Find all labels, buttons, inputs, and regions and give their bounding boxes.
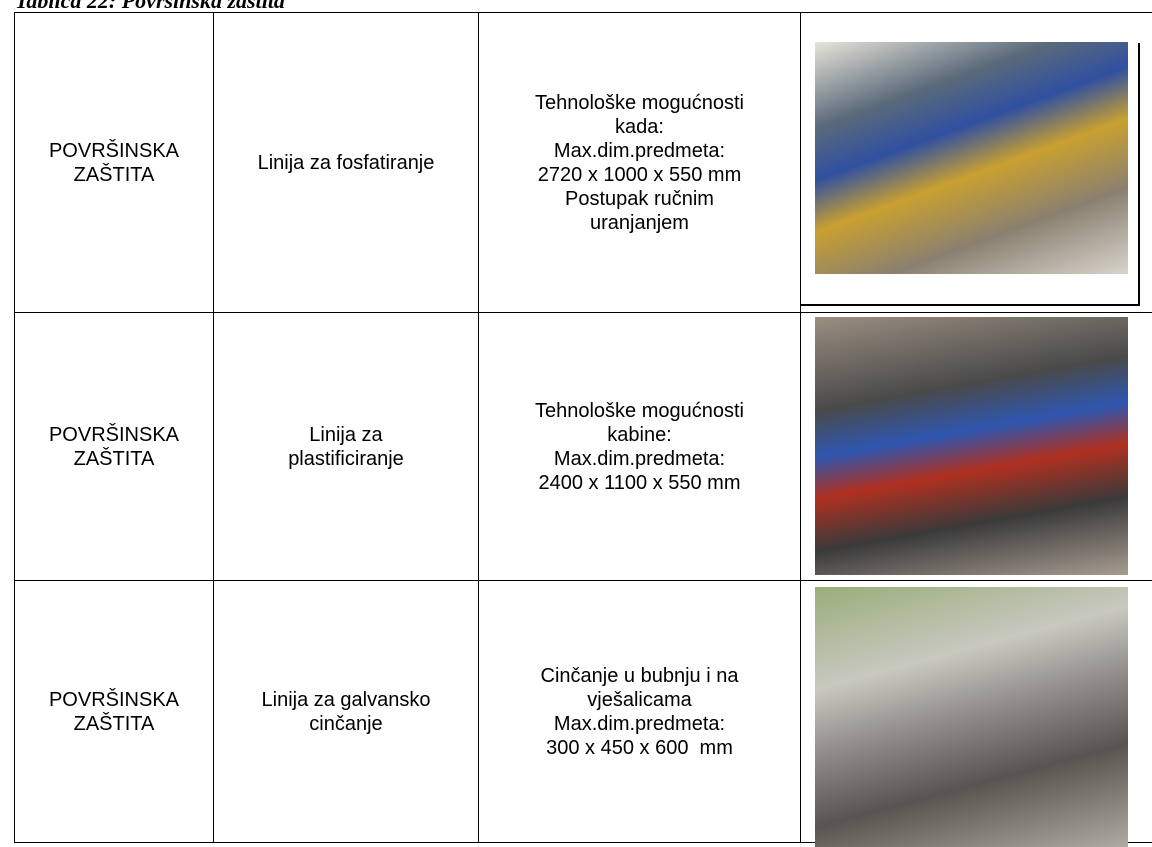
cell-text: ZAŠTITA	[15, 447, 213, 471]
cell-text: kada:	[479, 115, 800, 139]
frame-line	[801, 304, 1140, 306]
cell-text: plastificiranje	[214, 447, 478, 471]
cell-text: 2400 x 1100 x 550 mm	[479, 471, 800, 495]
cell-text: 2720 x 1000 x 550 mm	[479, 163, 800, 187]
cell-text: POVRŠINSKA	[15, 688, 213, 712]
cell-text: Tehnološke mogućnosti	[479, 91, 800, 115]
cell-text: Max.dim.predmeta:	[479, 712, 800, 736]
photo	[815, 42, 1128, 274]
cell-text: POVRŠINSKA	[15, 139, 213, 163]
cell-text: POVRŠINSKA	[15, 423, 213, 447]
cell-text: Tehnološke mogućnosti	[479, 399, 800, 423]
cell-photo	[801, 313, 1152, 581]
cell-text: cinčanje	[214, 712, 478, 736]
cell-line: Linija za fosfatiranje	[214, 13, 479, 313]
photo	[815, 317, 1128, 575]
cell-text: Max.dim.predmeta:	[479, 447, 800, 471]
frame-line	[1138, 43, 1140, 306]
cell-text: Linija za	[214, 423, 478, 447]
cell-photo	[801, 13, 1152, 313]
cell-text: kabine:	[479, 423, 800, 447]
cell-text: vješalicama	[479, 688, 800, 712]
cell-text: ZAŠTITA	[15, 163, 213, 187]
cell-text: Linija za galvansko	[214, 688, 478, 712]
cell-text: uranjanjem	[479, 211, 800, 235]
photo	[815, 587, 1128, 847]
cell-text: ZAŠTITA	[15, 712, 213, 736]
cell-text: Postupak ručnim	[479, 187, 800, 211]
cell-photo	[801, 581, 1152, 843]
cell-text: Cinčanje u bubnju i na	[479, 664, 800, 688]
cell-text: Max.dim.predmeta:	[479, 139, 800, 163]
cell-text: Linija za fosfatiranje	[214, 151, 478, 175]
cell-text: 300 x 450 x 600 mm	[479, 736, 800, 760]
